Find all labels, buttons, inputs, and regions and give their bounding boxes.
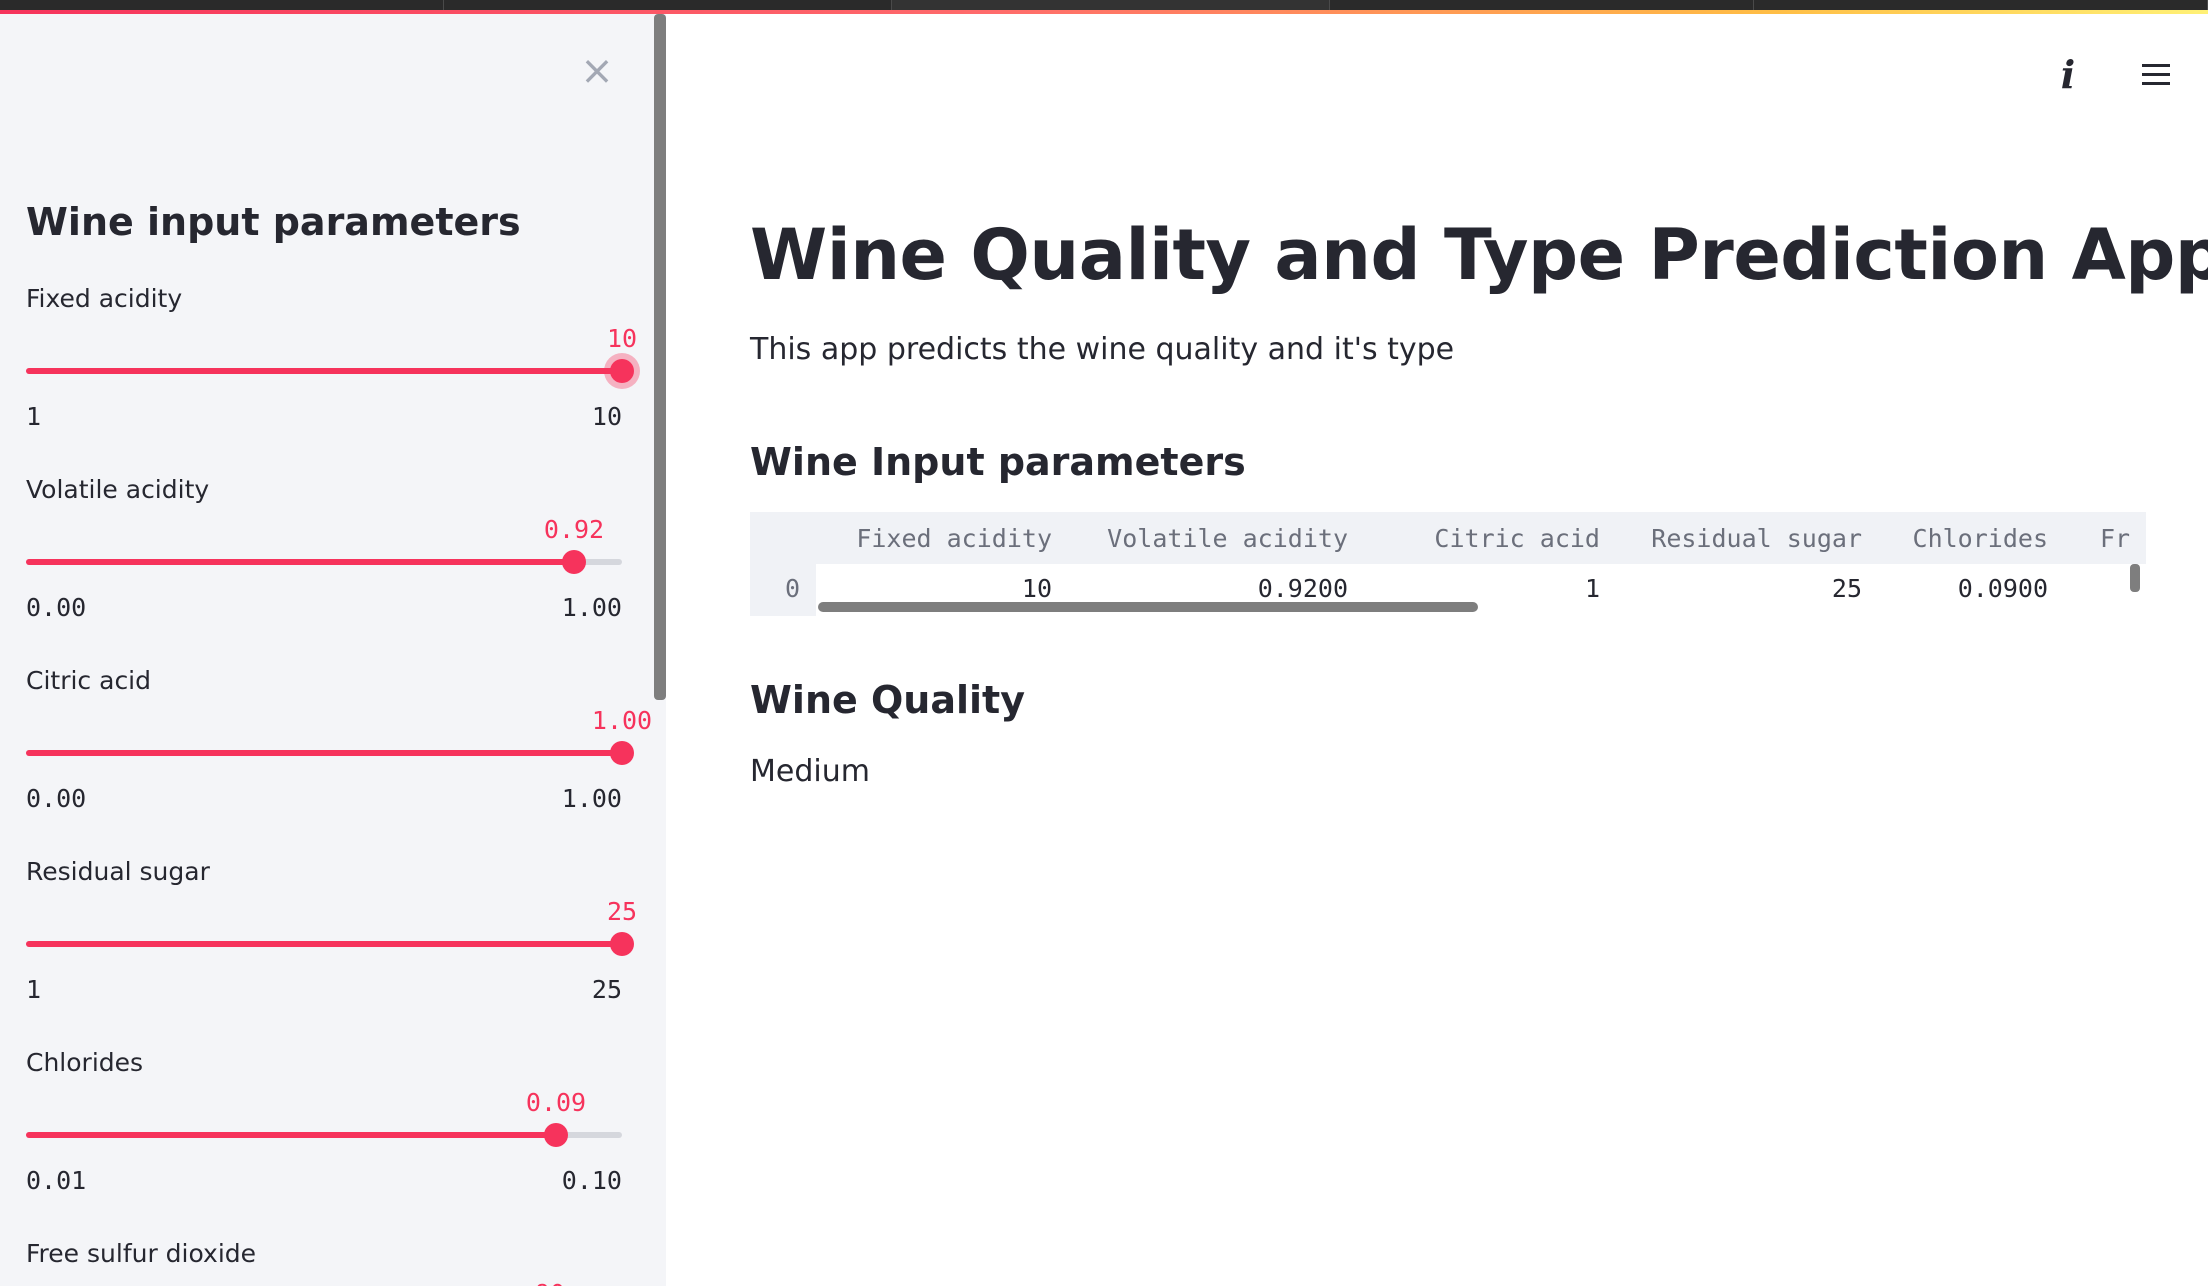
browser-top-strip bbox=[0, 0, 2208, 14]
tab-segment bbox=[444, 0, 892, 10]
slider-label: Residual sugar bbox=[26, 857, 210, 886]
slider-max-label: 0.10 bbox=[561, 1166, 622, 1195]
slider-label: Fixed acidity bbox=[26, 284, 183, 313]
wine-quality-heading: Wine Quality bbox=[750, 678, 1025, 722]
slider-max-label: 1.00 bbox=[561, 593, 622, 622]
row-index: 0 bbox=[784, 574, 800, 603]
column-header[interactable]: Volatile acidity bbox=[1107, 524, 1348, 553]
column-header[interactable]: Fr bbox=[2100, 524, 2131, 553]
table-cell[interactable]: 0.9200 bbox=[1257, 574, 1348, 603]
app-decoration-line bbox=[0, 10, 2208, 14]
wine-quality-result: Medium bbox=[750, 754, 870, 789]
tab-segment bbox=[0, 0, 444, 10]
slider-fill bbox=[26, 750, 622, 756]
slider-residual-sugar[interactable]: Residual sugar 25 1 25 bbox=[26, 857, 637, 1047]
slider-label: Citric acid bbox=[26, 666, 151, 695]
slider-label: Chlorides bbox=[26, 1048, 144, 1077]
tab-segment bbox=[1754, 0, 2208, 10]
slider-max-label: 10 bbox=[591, 402, 622, 431]
dataframe-vertical-scrollbar[interactable] bbox=[2130, 564, 2140, 592]
slider-thumb[interactable] bbox=[610, 359, 634, 383]
slider-fill bbox=[26, 559, 574, 565]
slider-label: Volatile acidity bbox=[26, 475, 210, 504]
hamburger-menu-icon[interactable] bbox=[2132, 50, 2180, 98]
slider-fill bbox=[26, 368, 622, 374]
slider-chlorides[interactable]: Chlorides 0.09 0.01 0.10 bbox=[26, 1048, 622, 1238]
table-cell[interactable]: 0.0900 bbox=[1957, 574, 2048, 603]
slider-min-label: 1 bbox=[26, 402, 42, 431]
slider-current-value: 10 bbox=[606, 324, 638, 353]
slider-thumb[interactable] bbox=[544, 1123, 568, 1147]
slider-label: Free sulfur dioxide bbox=[26, 1239, 257, 1268]
slider-free-sulfur-dioxide[interactable]: Free sulfur dioxide 90 bbox=[26, 1239, 622, 1286]
close-icon[interactable]: × bbox=[580, 48, 614, 94]
main-content: i Wine Quality and Type Prediction App T… bbox=[666, 14, 2208, 1286]
slider-max-label: 25 bbox=[591, 975, 622, 1004]
slider-min-label: 0.00 bbox=[26, 784, 87, 813]
slider-track[interactable] bbox=[26, 941, 622, 947]
slider-track[interactable] bbox=[26, 1132, 622, 1138]
page-title: Wine Quality and Type Prediction App bbox=[750, 214, 2208, 296]
slider-track[interactable] bbox=[26, 368, 622, 374]
slider-thumb[interactable] bbox=[610, 741, 634, 765]
slider-fill bbox=[26, 941, 622, 947]
slider-volatile-acidity[interactable]: Volatile acidity 0.92 0.00 1.00 bbox=[26, 475, 622, 665]
sidebar-title: Wine input parameters bbox=[26, 200, 521, 244]
slider-track[interactable] bbox=[26, 559, 622, 565]
input-dataframe[interactable]: Fixed acidity Volatile acidity Citric ac… bbox=[750, 512, 2146, 616]
column-header[interactable]: Chlorides bbox=[1912, 524, 2048, 553]
slider-max-label: 1.00 bbox=[561, 784, 622, 813]
dataframe-header bbox=[750, 512, 2146, 564]
column-header[interactable]: Residual sugar bbox=[1651, 524, 1862, 553]
dataframe-index-column bbox=[750, 512, 816, 616]
slider-current-value: 90 bbox=[535, 1279, 565, 1286]
table-cell[interactable]: 1 bbox=[1584, 574, 1600, 603]
slider-min-label: 0.01 bbox=[26, 1166, 87, 1195]
slider-current-value: 0.09 bbox=[525, 1088, 587, 1117]
dataframe-horizontal-scrollbar[interactable] bbox=[818, 602, 1478, 612]
slider-current-value: 1.00 bbox=[591, 706, 653, 735]
tab-segment bbox=[1330, 0, 1754, 10]
slider-min-label: 1 bbox=[26, 975, 42, 1004]
info-icon[interactable]: i bbox=[2060, 51, 2076, 97]
table-cell[interactable]: 10 bbox=[1021, 574, 1052, 603]
column-header[interactable]: Fixed acidity bbox=[856, 524, 1052, 553]
column-header[interactable]: Citric acid bbox=[1434, 524, 1600, 553]
page-description: This app predicts the wine quality and i… bbox=[750, 332, 1455, 367]
slider-track[interactable] bbox=[26, 750, 622, 756]
slider-fill bbox=[26, 1132, 556, 1138]
slider-current-value: 0.92 bbox=[543, 515, 605, 544]
slider-citric-acid[interactable]: Citric acid 1.00 0.00 1.00 bbox=[26, 666, 652, 856]
slider-thumb[interactable] bbox=[562, 550, 586, 574]
slider-fixed-acidity[interactable]: Fixed acidity 10 1 10 bbox=[26, 284, 637, 474]
slider-current-value: 25 bbox=[606, 897, 638, 926]
slider-thumb[interactable] bbox=[610, 932, 634, 956]
slider-min-label: 0.00 bbox=[26, 593, 87, 622]
sidebar-scrollbar[interactable] bbox=[654, 14, 666, 700]
table-cell[interactable]: 25 bbox=[1831, 574, 1862, 603]
sidebar: × Wine input parameters Fixed acidity 10 1… bbox=[0, 14, 666, 1286]
input-parameters-heading: Wine Input parameters bbox=[750, 440, 1246, 484]
tab-segment bbox=[892, 0, 1330, 10]
